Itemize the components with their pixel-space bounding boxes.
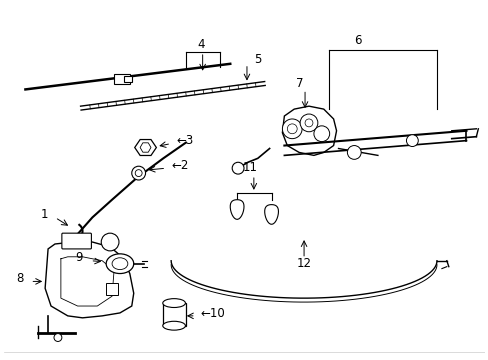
Text: ←3: ←3 xyxy=(176,134,193,147)
Text: 6: 6 xyxy=(354,34,361,47)
FancyBboxPatch shape xyxy=(62,233,91,249)
Ellipse shape xyxy=(163,321,185,330)
Text: 5: 5 xyxy=(253,53,261,66)
FancyBboxPatch shape xyxy=(123,76,131,82)
Circle shape xyxy=(313,126,329,141)
Polygon shape xyxy=(163,303,185,326)
Text: ←10: ←10 xyxy=(200,307,225,320)
Polygon shape xyxy=(230,200,244,219)
Text: 9: 9 xyxy=(75,251,82,264)
Circle shape xyxy=(305,119,312,127)
Circle shape xyxy=(300,114,317,132)
Circle shape xyxy=(287,124,297,134)
Polygon shape xyxy=(282,106,336,156)
Circle shape xyxy=(282,119,302,139)
Circle shape xyxy=(54,334,62,342)
Text: ←2: ←2 xyxy=(171,159,188,172)
Text: 7: 7 xyxy=(295,77,303,90)
Circle shape xyxy=(406,135,417,147)
Ellipse shape xyxy=(112,258,127,270)
FancyBboxPatch shape xyxy=(106,283,118,295)
Text: 11: 11 xyxy=(242,161,257,174)
Polygon shape xyxy=(45,242,133,318)
Polygon shape xyxy=(135,140,156,156)
FancyBboxPatch shape xyxy=(114,74,129,84)
Circle shape xyxy=(135,170,142,176)
Polygon shape xyxy=(140,143,151,152)
Text: 8: 8 xyxy=(16,272,23,285)
Ellipse shape xyxy=(106,254,133,274)
Ellipse shape xyxy=(163,299,185,307)
Circle shape xyxy=(101,233,119,251)
Polygon shape xyxy=(264,204,278,224)
Text: 1: 1 xyxy=(41,208,48,221)
Text: 4: 4 xyxy=(197,38,204,51)
Circle shape xyxy=(346,145,361,159)
Text: 12: 12 xyxy=(296,257,311,270)
Circle shape xyxy=(232,162,244,174)
Circle shape xyxy=(131,166,145,180)
